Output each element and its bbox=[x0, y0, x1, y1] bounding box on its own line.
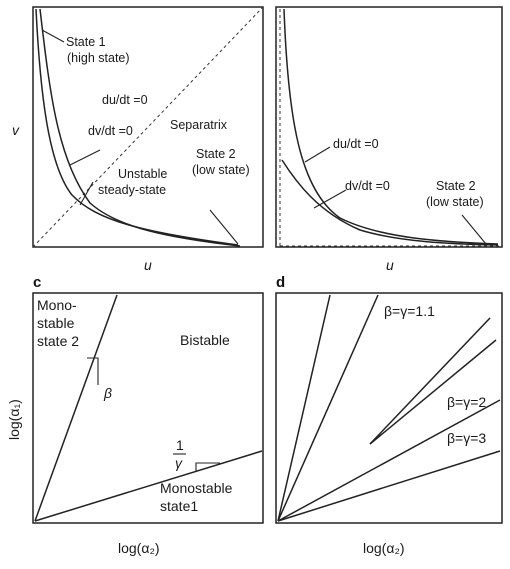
state2-label-a: State 2 bbox=[196, 147, 236, 161]
dv-dt-nullcline-b bbox=[281, 159, 499, 246]
beta3-label: β=γ=3 bbox=[447, 430, 486, 446]
panel-c-frame bbox=[32, 292, 264, 524]
gamma-fraction-denominator: γ bbox=[175, 455, 183, 471]
panel-d-frame bbox=[275, 292, 503, 524]
unstable-pointer bbox=[79, 181, 94, 206]
state2-pointer-b bbox=[461, 214, 487, 245]
panel-b-frame bbox=[275, 6, 503, 248]
beta-slope-triangle bbox=[87, 357, 99, 385]
beta2-label: β=γ=2 bbox=[447, 394, 486, 410]
state2-label-b: State 2 bbox=[436, 179, 476, 193]
beta2-upper-line bbox=[277, 294, 379, 522]
state1-sublabel: (high state) bbox=[67, 51, 130, 65]
panel-d-letter: d bbox=[276, 274, 285, 291]
state2-sublabel-a: (low state) bbox=[192, 163, 250, 177]
panel-c: c Mono- stable state 2 Bistable β 1 γ Mo… bbox=[6, 274, 264, 556]
dv-label-b: dv/dt =0 bbox=[345, 179, 390, 193]
beta2-lower-line bbox=[277, 399, 501, 522]
du-dt-nullcline bbox=[35, 8, 239, 246]
bistable-label: Bistable bbox=[180, 332, 230, 348]
dv-pointer-b bbox=[313, 189, 347, 209]
du-dt-nullcline-b bbox=[283, 8, 499, 245]
beta11-lower-line bbox=[369, 339, 497, 445]
mono2-label-2: stable bbox=[37, 315, 75, 331]
panel-d-xlabel: log(α₂) bbox=[363, 540, 405, 556]
panel-d: d β=γ=1.1 β=γ=2 β=γ=3 log(α₂) bbox=[275, 274, 503, 556]
panel-b-xlabel: u bbox=[386, 257, 394, 273]
panel-b: u du/dt =0 dv/dt =0 State 2 (low state) bbox=[275, 6, 503, 273]
unstable-label: Unstable bbox=[118, 167, 167, 181]
boundary-line-beta bbox=[34, 294, 118, 522]
mono2-label-1: Mono- bbox=[37, 297, 77, 313]
beta3-lower-line bbox=[277, 450, 501, 522]
state1-pointer bbox=[41, 29, 65, 43]
mono1-label-1: Monostable bbox=[160, 480, 233, 496]
panel-a-frame bbox=[32, 6, 264, 248]
state1-label: State 1 bbox=[66, 35, 106, 49]
gamma-fraction-numerator: 1 bbox=[176, 437, 184, 453]
boundary-line-gamma bbox=[34, 450, 263, 522]
du-pointer-b bbox=[304, 146, 331, 163]
panel-a-ylabel: v bbox=[12, 122, 20, 138]
state2-sublabel-b: (low state) bbox=[426, 195, 484, 209]
state2-pointer-a bbox=[209, 209, 239, 245]
dv-dt-nullcline bbox=[39, 8, 241, 247]
beta-label: β bbox=[103, 385, 112, 401]
panel-a-xlabel: u bbox=[144, 257, 152, 273]
panel-c-ylabel: log(α₁) bbox=[6, 399, 22, 440]
beta11-upper-line bbox=[369, 317, 491, 445]
panel-c-xlabel: log(α₂) bbox=[118, 540, 160, 556]
mono1-label-2: state1 bbox=[160, 498, 198, 514]
beta3-upper-line bbox=[277, 294, 331, 522]
dv-label-a: dv/dt =0 bbox=[88, 124, 133, 138]
panel-a: v u State 1 (high state) du/dt =0 dv/dt … bbox=[12, 6, 264, 273]
separatrix-label: Separatrix bbox=[170, 118, 228, 132]
du-label-b: du/dt =0 bbox=[333, 137, 379, 151]
separatrix-line bbox=[32, 6, 264, 248]
beta11-label: β=γ=1.1 bbox=[384, 303, 435, 319]
unstable-sublabel: steady-state bbox=[98, 183, 166, 197]
gamma-slope-triangle bbox=[195, 462, 220, 471]
du-pointer bbox=[69, 149, 101, 166]
du-label-a: du/dt =0 bbox=[102, 93, 148, 107]
panel-c-letter: c bbox=[33, 274, 41, 291]
mono2-label-3: state 2 bbox=[37, 333, 79, 349]
